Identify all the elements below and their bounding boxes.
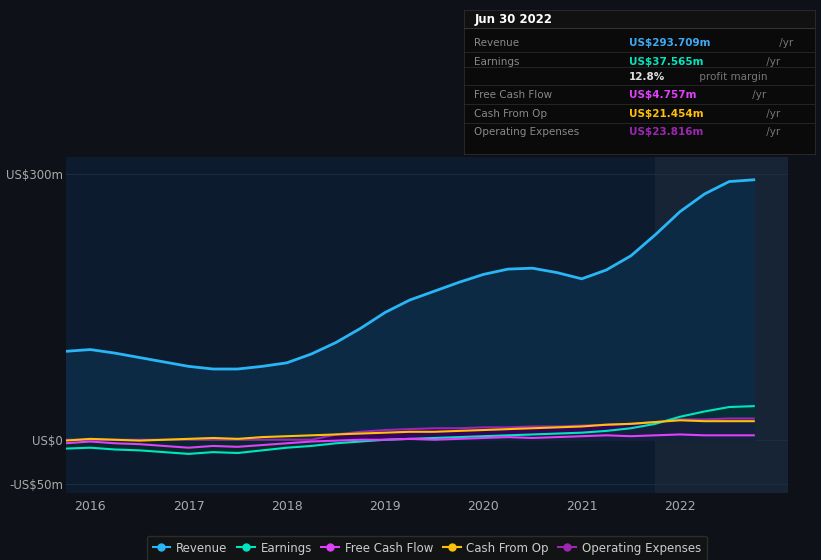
Text: /yr: /yr <box>750 90 767 100</box>
Bar <box>655 157 788 493</box>
Text: 12.8%: 12.8% <box>629 72 665 82</box>
Text: US$293.709m: US$293.709m <box>629 38 710 48</box>
Text: /yr: /yr <box>763 127 780 137</box>
Text: Free Cash Flow: Free Cash Flow <box>475 90 553 100</box>
Text: Operating Expenses: Operating Expenses <box>475 127 580 137</box>
Legend: Revenue, Earnings, Free Cash Flow, Cash From Op, Operating Expenses: Revenue, Earnings, Free Cash Flow, Cash … <box>147 536 707 560</box>
Text: Jun 30 2022: Jun 30 2022 <box>475 13 553 26</box>
Text: /yr: /yr <box>763 109 780 119</box>
Text: Cash From Op: Cash From Op <box>475 109 548 119</box>
Text: /yr: /yr <box>763 57 780 67</box>
Text: US$4.757m: US$4.757m <box>629 90 696 100</box>
Text: US$23.816m: US$23.816m <box>629 127 704 137</box>
Text: Earnings: Earnings <box>475 57 520 67</box>
Text: profit margin: profit margin <box>695 72 768 82</box>
Text: US$21.454m: US$21.454m <box>629 109 704 119</box>
Text: US$37.565m: US$37.565m <box>629 57 704 67</box>
FancyBboxPatch shape <box>464 10 815 29</box>
Text: Revenue: Revenue <box>475 38 520 48</box>
Text: /yr: /yr <box>776 38 793 48</box>
